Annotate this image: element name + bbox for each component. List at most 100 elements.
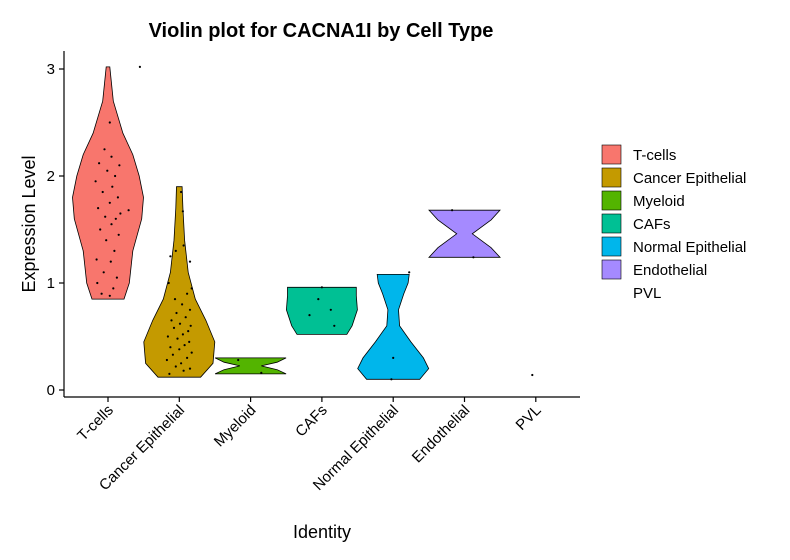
data-point-t-cells (117, 233, 120, 236)
data-point-myeloid (237, 358, 240, 362)
legend-key-cancer-epithelial (601, 167, 622, 188)
data-point-t-cells (108, 201, 111, 204)
data-point-t-cells (95, 258, 98, 261)
violin-cancer-epithelial (143, 186, 216, 378)
data-point-cafs (317, 298, 320, 301)
data-point-cancer-epithelial (175, 311, 178, 315)
data-point-cancer-epithelial (182, 244, 185, 247)
legend-key-cafs (601, 213, 622, 234)
data-point-cancer-epithelial (183, 344, 186, 347)
data-point-cancer-epithelial (181, 303, 184, 306)
data-point-t-cells (113, 249, 116, 252)
data-point-t-cells (110, 155, 113, 158)
data-point-cancer-epithelial (180, 362, 183, 365)
plot-area (72, 65, 534, 381)
data-point-t-cells (111, 185, 114, 188)
data-point-cafs (320, 286, 323, 289)
data-point-cancer-epithelial (173, 298, 177, 301)
data-point-t-cells (99, 228, 102, 231)
data-point-cancer-epithelial (188, 340, 191, 343)
violin-endothelial (428, 209, 501, 258)
legend-key-t-cells (601, 144, 622, 165)
data-point-t-cells (100, 292, 103, 295)
data-point-myeloid (260, 371, 263, 374)
data-point-cancer-epithelial (181, 210, 184, 213)
data-point-cancer-epithelial (167, 281, 170, 285)
x-tick-label: PVL (513, 402, 545, 434)
data-point-t-cells (115, 276, 118, 279)
data-point-t-cells (114, 217, 117, 220)
chart-title: Violin plot for CACNA1I by Cell Type (149, 20, 494, 42)
data-point-t-cells (116, 196, 119, 199)
data-point-t-cells (112, 287, 115, 290)
legend-label-pvl: PVL (633, 285, 661, 302)
data-point-cancer-epithelial (169, 346, 172, 349)
data-point-t-cells (138, 65, 141, 68)
data-point-cancer-epithelial (176, 337, 179, 340)
y-tick-label: 2 (47, 168, 55, 185)
y-tick-label: 1 (47, 275, 55, 292)
data-point-normal-epithelial (408, 271, 411, 274)
data-point-cancer-epithelial (171, 353, 174, 356)
x-tick-label: T-cells (74, 402, 117, 445)
legend-label-endothelial: Endothelial (633, 262, 707, 279)
data-point-cancer-epithelial (184, 316, 187, 319)
data-point-cafs (329, 308, 332, 311)
data-point-t-cells (96, 281, 99, 285)
legend-label-myeloid: Myeloid (633, 193, 685, 210)
data-point-t-cells (108, 121, 111, 124)
x-tick-label: Myeloid (211, 402, 260, 451)
data-point-t-cells (94, 180, 97, 183)
data-point-cancer-epithelial (188, 308, 192, 311)
data-point-t-cells (108, 294, 111, 297)
data-point-t-cells (97, 207, 100, 210)
legend-label-t-cells: T-cells (633, 147, 676, 164)
data-point-cafs (333, 324, 336, 327)
violin-myeloid (214, 357, 287, 375)
y-tick-label: 3 (47, 61, 55, 78)
data-point-cancer-epithelial (168, 372, 171, 375)
data-point-normal-epithelial (390, 378, 393, 381)
data-point-cancer-epithelial (169, 255, 172, 258)
data-point-cancer-epithelial (190, 351, 193, 354)
data-point-t-cells (119, 212, 122, 215)
data-point-cancer-epithelial (172, 326, 176, 329)
data-point-t-cells (101, 190, 104, 194)
data-point-t-cells (105, 239, 108, 242)
data-point-t-cells (98, 162, 101, 165)
data-point-cancer-epithelial (186, 356, 189, 359)
legend: T-cells Cancer Epithelial Myeloid CAFs Norma… (601, 144, 746, 302)
data-point-normal-epithelial (392, 356, 395, 359)
data-point-t-cells (103, 148, 106, 151)
data-point-cancer-epithelial (174, 365, 177, 368)
data-point-cancer-epithelial (187, 330, 190, 333)
data-point-t-cells (127, 209, 130, 212)
violin-cafs (285, 286, 358, 335)
data-point-cancer-epithelial (189, 324, 192, 327)
data-point-t-cells (118, 164, 121, 167)
data-point-t-cells (110, 223, 113, 226)
data-point-cancer-epithelial (181, 333, 184, 336)
data-point-t-cells (104, 215, 107, 218)
data-point-cancer-epithelial (190, 287, 193, 290)
data-point-cancer-epithelial (165, 358, 168, 362)
legend-label-cancer-epithelial: Cancer Epithelial (633, 170, 746, 187)
data-point-cancer-epithelial (180, 190, 183, 194)
x-axis-title: Identity (293, 522, 351, 542)
legend-key-normal-epithelial (601, 236, 622, 257)
data-point-endothelial (451, 209, 454, 212)
legend-key-myeloid (601, 190, 622, 211)
data-point-endothelial (472, 256, 475, 259)
data-point-cafs (308, 314, 311, 317)
violin-t-cells (72, 66, 144, 300)
x-tick-label: Endothelial (409, 402, 474, 467)
data-point-cancer-epithelial (186, 292, 189, 295)
data-point-t-cells (114, 174, 117, 178)
data-point-cancer-epithelial (188, 260, 192, 263)
y-axis-title: Expression Level (19, 155, 39, 292)
data-point-t-cells (102, 271, 105, 274)
data-point-cancer-epithelial (182, 369, 185, 372)
data-point-pvl (531, 373, 534, 377)
